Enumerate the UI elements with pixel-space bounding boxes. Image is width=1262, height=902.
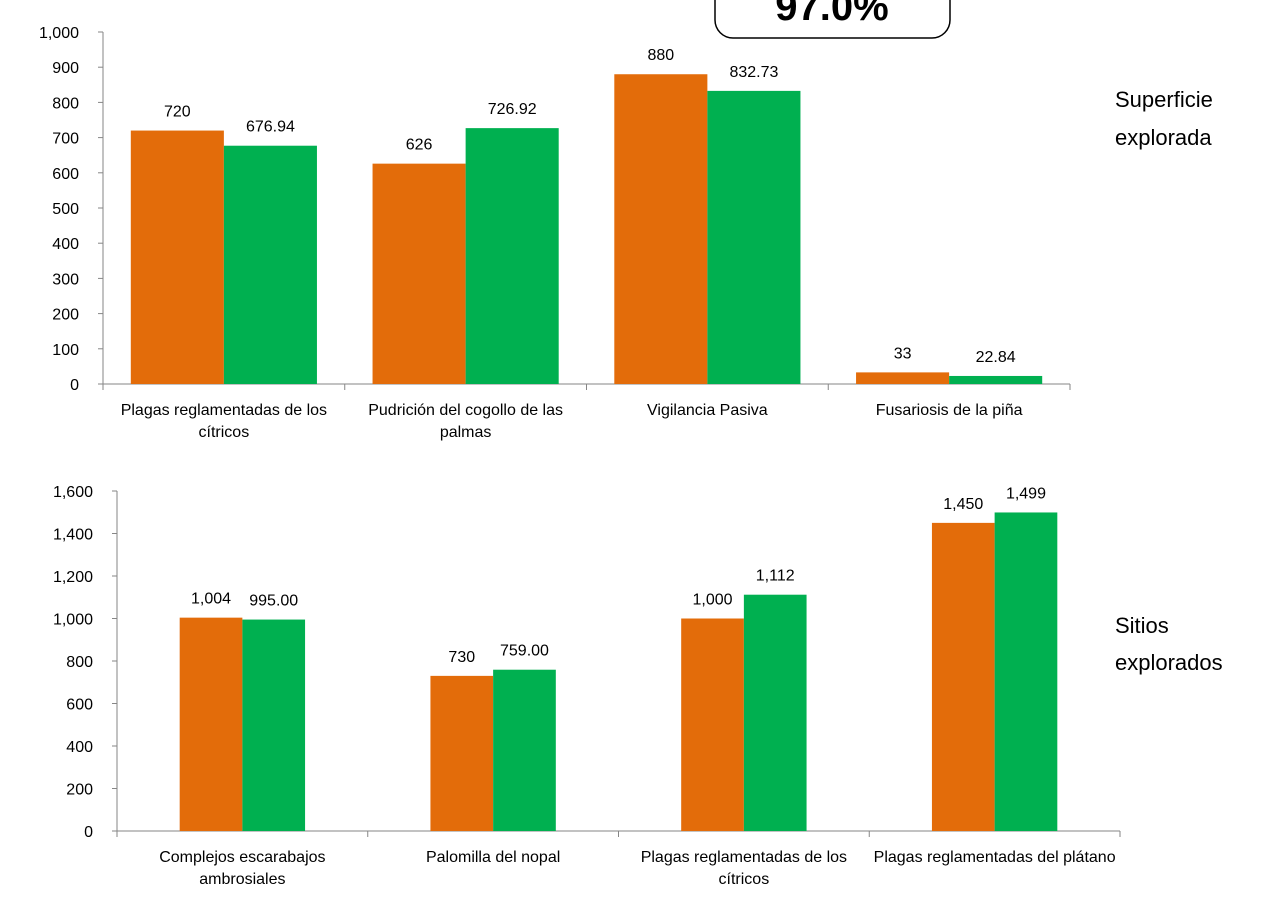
bar [223, 145, 317, 384]
bar [430, 675, 494, 831]
y-tick-label: 0 [70, 377, 79, 394]
y-tick-label: 300 [52, 271, 79, 288]
data-label: 720 [164, 104, 191, 121]
bar [856, 372, 950, 384]
bar [465, 128, 559, 384]
data-label: 1,000 [693, 592, 733, 609]
bar [179, 617, 243, 831]
y-tick-label: 1,600 [53, 484, 93, 501]
data-label: 676.94 [246, 119, 295, 136]
data-label: 22.84 [976, 349, 1016, 366]
y-tick-label: 900 [52, 60, 79, 77]
data-label: 832.73 [729, 64, 778, 81]
x-tick-label: Palomilla del nopal [425, 849, 561, 866]
bar [949, 375, 1043, 384]
y-tick-label: 1,000 [53, 612, 93, 629]
x-tick-label: Plagas reglamentadas de los cítricos [640, 849, 848, 888]
y-tick-label: 600 [66, 697, 93, 714]
y-tick-label: 1,400 [53, 527, 93, 544]
bar [707, 90, 801, 385]
y-tick-label: 0 [84, 824, 93, 841]
bar [130, 130, 224, 384]
y-tick-label: 100 [52, 342, 79, 359]
data-label: 880 [647, 47, 674, 64]
side-label: Superficie [1115, 87, 1213, 112]
bar [743, 594, 807, 831]
y-tick-label: 400 [52, 236, 79, 253]
x-tick-label: Vigilancia Pasiva [647, 402, 768, 419]
data-label: 726.92 [488, 101, 537, 118]
y-tick-label: 400 [66, 739, 93, 756]
x-tick-label: Pudrición del cogollo de las palmas [368, 402, 564, 441]
bar [931, 522, 995, 831]
bar [681, 618, 744, 831]
y-tick-label: 500 [52, 201, 79, 218]
data-label: 33 [894, 345, 912, 362]
x-tick-label: Plagas reglamentadas del plátano [873, 849, 1116, 866]
bar [493, 669, 556, 831]
data-label: 995.00 [249, 593, 298, 610]
data-label: 1,112 [756, 568, 795, 585]
bar [242, 619, 306, 831]
bar [372, 163, 466, 384]
data-label: 730 [448, 649, 475, 666]
y-tick-label: 200 [66, 782, 93, 799]
x-tick-label: Fusariosis de la piña [875, 402, 1023, 419]
y-tick-label: 200 [52, 307, 79, 324]
y-tick-label: 1,200 [53, 569, 93, 586]
bar [614, 74, 708, 385]
callout-box [714, 0, 951, 39]
data-label: 626 [406, 137, 433, 154]
y-tick-label: 800 [66, 654, 93, 671]
x-tick-label: Plagas reglamentadas de los cítricos [120, 402, 328, 441]
data-label: 759.00 [500, 643, 549, 660]
y-tick-label: 700 [52, 131, 79, 148]
side-label: explorados [1115, 650, 1223, 675]
side-label: Sitios [1115, 613, 1169, 638]
data-label: 1,450 [943, 496, 983, 513]
side-label: explorada [1115, 125, 1212, 150]
callout-text: 97.0% [775, 0, 888, 29]
bar [994, 512, 1058, 831]
data-label: 1,004 [191, 591, 231, 608]
y-tick-label: 1,000 [39, 25, 79, 42]
y-tick-label: 800 [52, 95, 79, 112]
data-label: 1,499 [1006, 485, 1046, 502]
y-tick-label: 600 [52, 166, 79, 183]
x-tick-label: Complejos escarabajos ambrosiales [159, 849, 326, 888]
